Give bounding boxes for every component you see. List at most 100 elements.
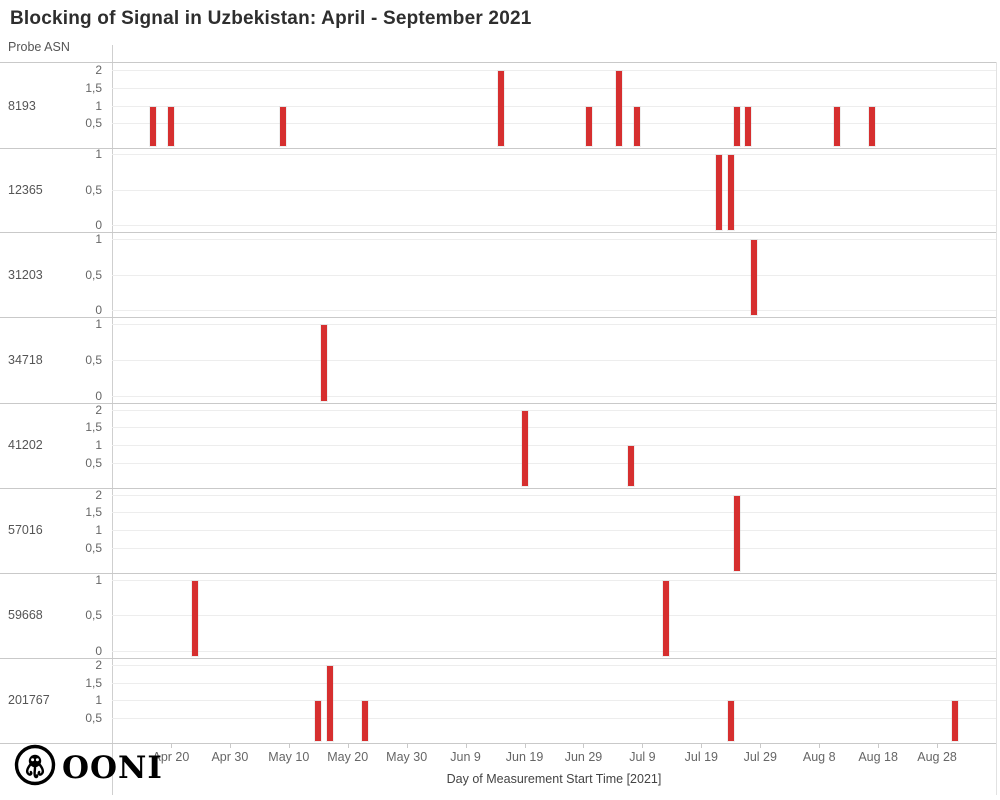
bar-asn-201767-may-17[interactable] bbox=[327, 665, 334, 741]
y-tick-label: 2 bbox=[95, 63, 102, 77]
asn-label: 59668 bbox=[8, 608, 43, 623]
y-tick-label: 1 bbox=[95, 523, 102, 538]
x-tick-mark bbox=[760, 743, 762, 748]
y-gridline bbox=[112, 239, 996, 241]
y-gridline bbox=[112, 512, 996, 514]
x-tick-mark bbox=[347, 743, 349, 748]
y-tick-label: 1,5 bbox=[85, 675, 102, 690]
x-tick-label: Apr 30 bbox=[211, 750, 249, 764]
ooni-wordmark: OONI bbox=[62, 749, 163, 786]
y-gridline bbox=[112, 189, 996, 191]
y-tick-label: 0,5 bbox=[85, 267, 102, 282]
bar-asn-34718-may-16[interactable] bbox=[321, 325, 328, 401]
y-tick-label: 1,5 bbox=[85, 80, 102, 95]
bar-asn-8193-jun-15[interactable] bbox=[497, 71, 504, 147]
y-gridline bbox=[112, 615, 996, 617]
bar-asn-12365-jul-24[interactable] bbox=[727, 155, 734, 231]
y-tick-label: 0,5 bbox=[85, 608, 102, 623]
y-tick-label: 2 bbox=[95, 487, 102, 502]
facet-row-asn-31203: 1 0,5 0 31203 bbox=[0, 232, 996, 319]
bar-asn-8193-jun-30[interactable] bbox=[586, 106, 593, 147]
y-gridline bbox=[112, 700, 996, 702]
x-tick-mark bbox=[465, 743, 467, 748]
y-tick-label: 1 bbox=[95, 438, 102, 453]
facet-row-asn-201767: 2 1,5 1 0,5 201767 bbox=[0, 658, 996, 744]
y-gridline bbox=[112, 409, 996, 411]
bar-asn-59668-apr-24[interactable] bbox=[191, 580, 198, 656]
bar-asn-201767-may-23[interactable] bbox=[362, 701, 369, 741]
x-tick-mark bbox=[170, 743, 172, 748]
y-gridline bbox=[112, 579, 996, 581]
facet-axis-label: Probe ASN bbox=[8, 40, 70, 54]
y-gridline bbox=[112, 718, 996, 720]
y-tick-label: 0 bbox=[95, 643, 102, 658]
x-tick-label: Jun 19 bbox=[505, 750, 544, 764]
bar-asn-8193-apr-17[interactable] bbox=[150, 106, 157, 147]
y-tick-label: 0 bbox=[95, 388, 102, 403]
x-tick-mark bbox=[819, 743, 821, 748]
y-gridline bbox=[112, 274, 996, 276]
bar-asn-201767-jul-24[interactable] bbox=[727, 701, 734, 741]
y-gridline bbox=[112, 105, 996, 107]
facet-row-asn-59668: 1 0,5 0 59668 bbox=[0, 573, 996, 659]
y-gridline bbox=[112, 530, 996, 532]
asn-label: 8193 bbox=[8, 98, 36, 113]
y-gridline bbox=[112, 445, 996, 447]
bar-asn-8193-jul-27[interactable] bbox=[745, 106, 752, 147]
bar-asn-8193-aug-17[interactable] bbox=[869, 106, 876, 147]
asn-label: 31203 bbox=[8, 267, 43, 282]
y-gridline bbox=[112, 462, 996, 464]
bar-asn-8193-apr-20[interactable] bbox=[167, 106, 174, 147]
x-tick-label: May 10 bbox=[268, 750, 310, 764]
asn-label: 57016 bbox=[8, 523, 43, 538]
y-tick-label: 2 bbox=[95, 402, 102, 417]
y-tick-label: 1 bbox=[95, 147, 102, 162]
x-tick-mark bbox=[583, 743, 585, 748]
y-tick-label: 0,5 bbox=[85, 540, 102, 555]
y-gridline bbox=[112, 494, 996, 496]
asn-label: 12365 bbox=[8, 182, 43, 197]
facet-row-asn-57016: 2 1,5 1 0,5 57016 bbox=[0, 488, 996, 574]
asn-label: 201767 bbox=[8, 693, 50, 708]
x-tick-label: Jul 29 bbox=[743, 750, 777, 764]
y-gridline bbox=[112, 547, 996, 549]
y-gridline bbox=[112, 154, 996, 156]
x-tick-mark bbox=[406, 743, 408, 748]
y-gridline bbox=[112, 123, 996, 125]
x-tick-label: Aug 28 bbox=[917, 750, 957, 764]
y-tick-label: 1,5 bbox=[85, 505, 102, 520]
x-tick-mark bbox=[642, 743, 644, 748]
y-tick-label: 1 bbox=[95, 693, 102, 708]
asn-label: 41202 bbox=[8, 438, 43, 453]
y-gridline bbox=[112, 395, 996, 397]
y-gridline bbox=[112, 324, 996, 326]
x-tick-mark bbox=[524, 743, 526, 748]
ooni-logo[interactable]: OONI bbox=[14, 744, 163, 791]
x-tick-mark bbox=[878, 743, 880, 748]
bar-asn-59668-jul-13[interactable] bbox=[662, 580, 669, 656]
bar-asn-57016-jul-25[interactable] bbox=[733, 495, 740, 571]
bar-asn-41202-jun-19[interactable] bbox=[521, 410, 528, 486]
bar-asn-31203-jul-28[interactable] bbox=[751, 240, 758, 316]
y-gridline bbox=[112, 310, 996, 312]
x-tick-label: Aug 18 bbox=[858, 750, 898, 764]
x-tick-mark bbox=[937, 743, 939, 748]
x-tick-label: May 20 bbox=[327, 750, 369, 764]
bar-asn-41202-jul-7[interactable] bbox=[627, 446, 634, 486]
bar-asn-8193-may-9[interactable] bbox=[279, 106, 286, 147]
y-tick-label: 1 bbox=[95, 98, 102, 113]
bar-asn-12365-jul-22[interactable] bbox=[716, 155, 722, 231]
bar-asn-8193-aug-11[interactable] bbox=[833, 106, 840, 147]
bar-asn-8193-jul-25[interactable] bbox=[733, 106, 740, 147]
y-tick-label: 0 bbox=[95, 303, 102, 318]
y-tick-label: 2 bbox=[95, 657, 102, 672]
y-gridline bbox=[112, 70, 996, 71]
y-tick-label: 1,5 bbox=[85, 420, 102, 435]
bar-asn-8193-jul-8[interactable] bbox=[633, 106, 640, 147]
bar-asn-8193-jul-5[interactable] bbox=[615, 71, 622, 147]
bar-asn-201767-aug-30[interactable] bbox=[951, 701, 958, 741]
facet-row-asn-34718: 1 0,5 0 34718 bbox=[0, 317, 996, 404]
y-tick-label: 0,5 bbox=[85, 455, 102, 470]
bar-asn-201767-may-15[interactable] bbox=[315, 701, 322, 741]
